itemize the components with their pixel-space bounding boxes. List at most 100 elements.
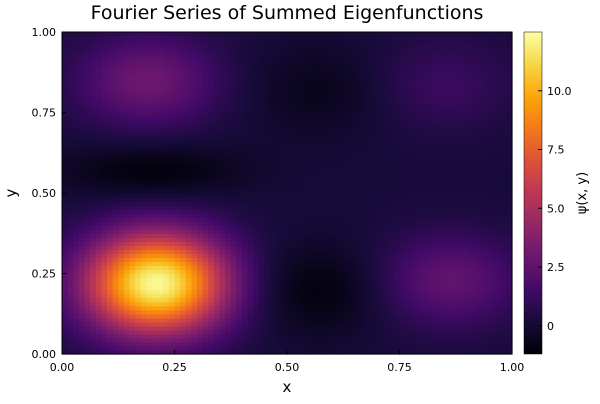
heatmap-cell — [253, 297, 260, 303]
heatmap-cell — [236, 213, 243, 218]
heatmap-cell — [422, 124, 429, 130]
heatmap-cell — [112, 193, 119, 198]
heatmap-cell — [73, 249, 80, 254]
heatmap-cell — [320, 349, 327, 355]
heatmap-cell — [444, 225, 451, 230]
heatmap-cell — [281, 309, 288, 315]
heatmap-cell — [219, 261, 226, 267]
heatmap-cell — [236, 205, 243, 210]
heatmap-cell — [309, 305, 316, 311]
heatmap-cell — [292, 233, 299, 238]
heatmap-cell — [174, 349, 181, 355]
heatmap-cell — [292, 140, 299, 146]
heatmap-cell — [433, 305, 440, 311]
heatmap-cell — [174, 156, 181, 162]
heatmap-cell — [275, 221, 282, 226]
heatmap-cell — [438, 108, 446, 114]
heatmap-cell — [467, 281, 474, 287]
heatmap-cell — [157, 140, 164, 146]
heatmap-cell — [467, 325, 474, 331]
heatmap-cell — [500, 108, 507, 114]
heatmap-cell — [450, 193, 457, 198]
heatmap-cell — [253, 329, 260, 335]
heatmap-cell — [191, 289, 198, 295]
heatmap-cell — [129, 277, 136, 283]
heatmap-cell — [360, 213, 367, 218]
heatmap-cell — [107, 293, 114, 299]
heatmap-cell — [326, 333, 333, 339]
heatmap-cell — [163, 217, 170, 222]
heatmap-cell — [118, 245, 125, 250]
heatmap-cell — [478, 168, 485, 174]
heatmap-cell — [444, 221, 451, 226]
heatmap-cell — [500, 112, 507, 118]
heatmap-cell — [343, 156, 350, 162]
heatmap-cell — [213, 197, 221, 202]
heatmap-cell — [461, 156, 468, 162]
heatmap-cell — [399, 337, 406, 343]
heatmap-cell — [337, 156, 344, 162]
heatmap-cell — [337, 305, 344, 311]
heatmap-cell — [180, 140, 187, 146]
heatmap-cell — [495, 180, 502, 186]
heatmap-cell — [163, 281, 170, 287]
heatmap-cell — [84, 164, 91, 170]
heatmap-cell — [287, 104, 294, 110]
heatmap-cell — [416, 257, 423, 263]
heatmap-cell — [410, 245, 417, 250]
heatmap-cell — [258, 297, 266, 303]
heatmap-cell — [495, 120, 502, 126]
heatmap-cell — [78, 184, 86, 190]
heatmap-cell — [202, 229, 209, 234]
heatmap-cell — [450, 345, 457, 351]
heatmap-cell — [467, 269, 474, 275]
heatmap-cell — [315, 108, 322, 114]
heatmap-cell — [332, 241, 339, 246]
heatmap-cell — [152, 164, 159, 170]
heatmap-cell — [382, 261, 389, 267]
heatmap-cell — [140, 124, 147, 130]
heatmap-cell — [90, 245, 97, 250]
heatmap-cell — [152, 120, 159, 126]
heatmap-cell — [242, 333, 249, 339]
heatmap-cell — [62, 349, 69, 355]
heatmap-cell — [382, 345, 389, 351]
heatmap-cell — [315, 241, 322, 246]
heatmap-cell — [382, 301, 389, 307]
heatmap-cell — [354, 221, 361, 226]
heatmap-cell — [455, 249, 462, 254]
heatmap-cell — [185, 281, 192, 287]
heatmap-cell — [393, 289, 401, 295]
heatmap-cell — [264, 152, 271, 158]
heatmap-cell — [377, 180, 384, 186]
heatmap-cell — [225, 112, 232, 118]
heatmap-cell — [410, 148, 417, 154]
heatmap-cell — [478, 317, 485, 323]
heatmap-cell — [365, 112, 372, 118]
heatmap-cell — [247, 132, 254, 138]
heatmap-cell — [377, 184, 384, 190]
heatmap-cell — [73, 160, 80, 166]
heatmap-cell — [225, 148, 232, 154]
heatmap-cell — [146, 273, 153, 279]
heatmap-cell — [371, 209, 378, 214]
heatmap-cell — [489, 180, 496, 186]
heatmap-cell — [146, 132, 153, 138]
heatmap-cell — [371, 233, 378, 238]
heatmap-cell — [422, 164, 429, 170]
heatmap-cell — [433, 188, 440, 194]
heatmap-cell — [320, 124, 327, 130]
heatmap-cell — [455, 172, 462, 178]
heatmap-cell — [309, 241, 316, 246]
heatmap-cell — [123, 112, 131, 118]
heatmap-cell — [208, 285, 215, 291]
heatmap-cell — [197, 176, 204, 182]
heatmap-cell — [292, 213, 299, 218]
heatmap-cell — [202, 120, 209, 126]
heatmap-cell — [135, 108, 142, 114]
heatmap-cell — [140, 305, 147, 311]
heatmap-cell — [202, 201, 209, 206]
heatmap-cell — [433, 108, 440, 114]
heatmap-cell — [84, 168, 91, 174]
heatmap-cell — [455, 329, 462, 335]
